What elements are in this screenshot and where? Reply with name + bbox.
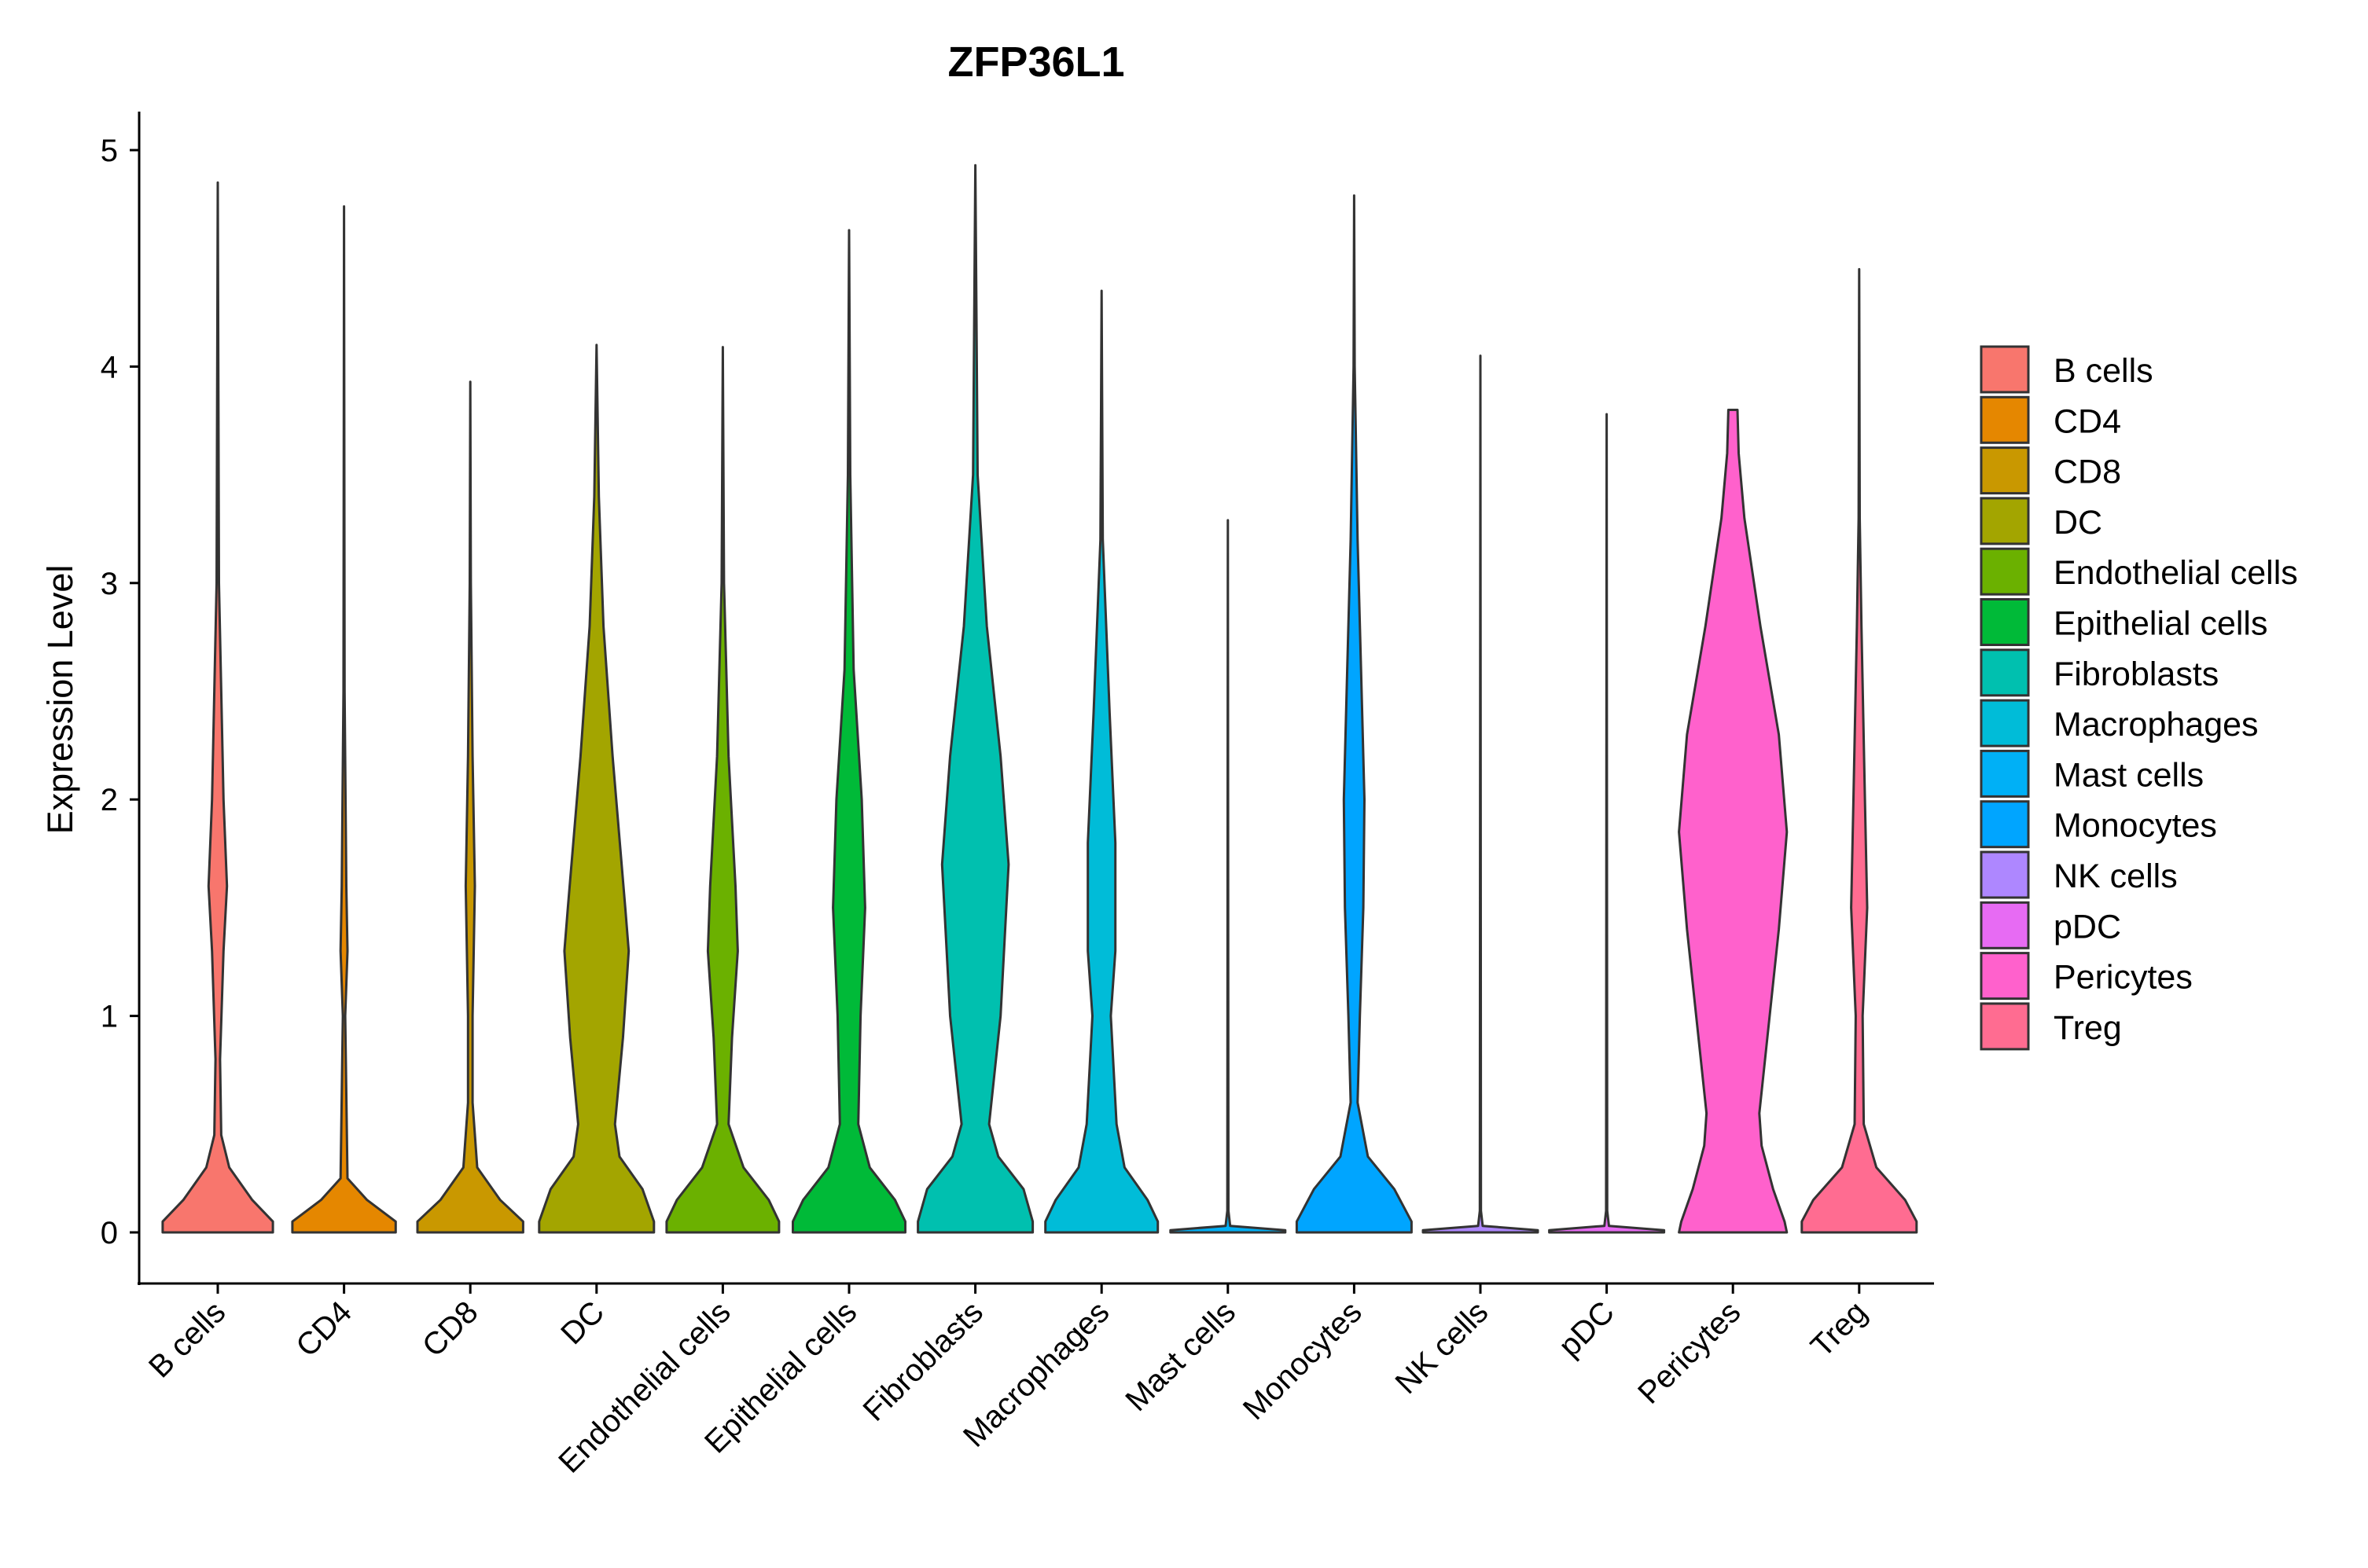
violin-pericytes xyxy=(1678,409,1789,1234)
x-tick-label: Treg xyxy=(1804,1294,1873,1364)
x-tick-label: DC xyxy=(554,1294,611,1351)
violin-dc xyxy=(538,343,656,1234)
violin-endothelial-cells xyxy=(665,346,781,1234)
legend-key xyxy=(1980,850,2030,899)
legend-key xyxy=(1980,497,2030,545)
y-tick-label: 3 xyxy=(101,567,118,601)
x-tick-label: Monocytes xyxy=(1237,1294,1369,1427)
y-axis-label: Expression Level xyxy=(40,565,80,835)
legend-label: Pericytes xyxy=(2054,959,2193,997)
legend-key xyxy=(1980,446,2030,495)
legend-key xyxy=(1980,648,2030,697)
x-tick-label: NK cells xyxy=(1389,1294,1495,1401)
legend-key xyxy=(1980,1002,2030,1051)
violin-series xyxy=(161,163,1918,1234)
legend-key xyxy=(1980,395,2030,444)
y-axis-ticks: 0 1 2 3 4 5 xyxy=(101,134,139,1250)
legend-label: NK cells xyxy=(2054,857,2178,895)
violin-macrophages xyxy=(1044,289,1160,1234)
legend-key xyxy=(1980,547,2030,596)
y-tick-label: 2 xyxy=(101,783,118,817)
violin-epithelial-cells xyxy=(792,229,906,1234)
violin-treg xyxy=(1800,268,1918,1234)
violin-b-cells xyxy=(161,181,274,1234)
x-tick-label: pDC xyxy=(1552,1294,1621,1364)
violin-monocytes xyxy=(1295,194,1413,1234)
x-tick-label: CD8 xyxy=(416,1294,485,1364)
chart-title: ZFP36L1 xyxy=(947,39,1124,86)
y-tick-label: 4 xyxy=(101,350,118,384)
x-tick-label: Fibroblasts xyxy=(857,1294,990,1427)
y-tick-label: 5 xyxy=(101,134,118,168)
x-tick-label: B cells xyxy=(142,1294,232,1384)
violin-fibroblasts xyxy=(917,163,1035,1234)
legend: B cells CD4 CD8 DC Endothelial cells Epitheli… xyxy=(1980,345,2298,1051)
legend-key xyxy=(1980,699,2030,747)
violin-nk-cells xyxy=(1421,354,1539,1234)
violin-cd8 xyxy=(416,380,524,1234)
legend-key xyxy=(1980,598,2030,646)
legend-label: CD8 xyxy=(2054,454,2121,491)
violin-cd4 xyxy=(291,205,397,1234)
legend-label: Macrophages xyxy=(2054,706,2259,744)
legend-key xyxy=(1980,345,2030,394)
legend-label: Fibroblasts xyxy=(2054,655,2219,693)
legend-label: Mast cells xyxy=(2054,756,2204,794)
violin-mast-cells xyxy=(1169,519,1287,1234)
y-tick-label: 0 xyxy=(101,1216,118,1250)
legend-label: Treg xyxy=(2054,1009,2122,1047)
y-tick-label: 1 xyxy=(101,1000,118,1034)
x-tick-label: Pericytes xyxy=(1631,1294,1747,1410)
legend-label: pDC xyxy=(2054,908,2121,946)
legend-label: Monocytes xyxy=(2054,807,2217,845)
legend-key xyxy=(1980,952,2030,1001)
legend-label: CD4 xyxy=(2054,402,2121,440)
legend-label: Endothelial cells xyxy=(2054,554,2298,592)
legend-label: B cells xyxy=(2054,352,2153,390)
legend-label: DC xyxy=(2054,504,2102,542)
violin-pdc xyxy=(1548,413,1666,1234)
legend-key xyxy=(1980,901,2030,949)
legend-label: Epithelial cells xyxy=(2054,605,2267,643)
legend-key xyxy=(1980,800,2030,849)
x-tick-label: CD4 xyxy=(289,1294,359,1364)
x-tick-label: Mast cells xyxy=(1119,1294,1242,1418)
legend-key xyxy=(1980,749,2030,798)
